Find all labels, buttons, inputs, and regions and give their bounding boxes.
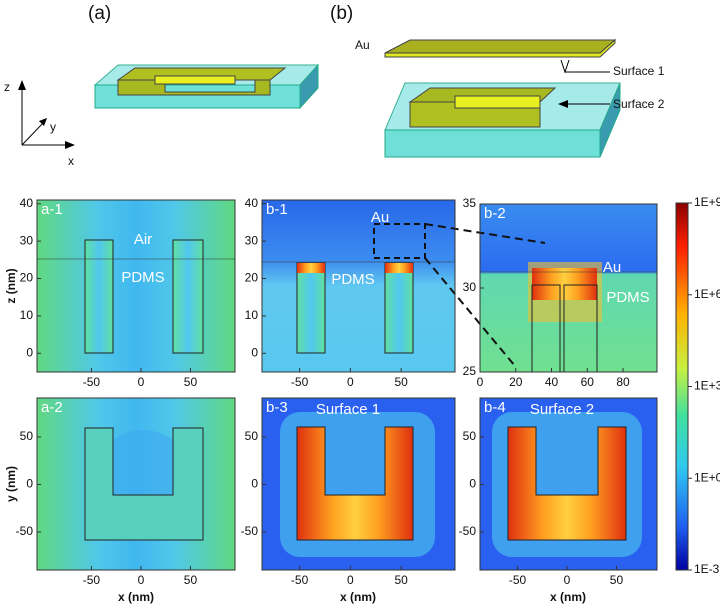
y-tick-label: 50 [463, 429, 477, 443]
x-axis-label: x (nm) [340, 590, 376, 604]
colorbar-label: 1E+9 [694, 195, 720, 209]
material-label: Au [355, 38, 370, 52]
x-tick-label: -50 [291, 375, 309, 389]
map-label: b-3 [266, 399, 288, 416]
x-tick-label: 50 [184, 573, 198, 587]
y-tick-label: 50 [20, 429, 34, 443]
x-tick-label: 0 [138, 375, 145, 389]
field-maps [37, 200, 689, 571]
y-tick-label: 50 [245, 429, 259, 443]
x-tick-label: 40 [545, 375, 559, 389]
annotation: PDMS [121, 269, 164, 286]
y-tick-label: -50 [241, 524, 259, 538]
map-frame [261, 199, 456, 373]
colorbar-label: 1E+3 [694, 379, 720, 393]
y-tick-label: 40 [20, 196, 34, 210]
surface-label: Surface 1 [613, 64, 665, 78]
x-tick-label: 0 [347, 573, 354, 587]
x-axis-label: x (nm) [118, 590, 154, 604]
x-tick-label: 50 [394, 573, 408, 587]
x-tick-label: 60 [581, 375, 595, 389]
map-label: b-2 [484, 205, 506, 222]
y-tick-label: 20 [245, 271, 259, 285]
x-tick-label: 0 [138, 573, 145, 587]
annotation: Au [603, 259, 621, 276]
y-tick-label: 25 [463, 364, 477, 378]
annotation: Au [371, 209, 389, 226]
y-tick-label: 0 [251, 345, 258, 359]
y-axis-label: y (nm) [4, 466, 18, 502]
annotation: PDMS [606, 289, 649, 306]
colorbar-label: 1E+6 [694, 287, 720, 301]
y-tick-label: -50 [16, 524, 34, 538]
y-axis-label: z (nm) [4, 268, 18, 303]
x-tick-label: -50 [83, 573, 101, 587]
x-tick-label: 20 [509, 375, 523, 389]
y-tick-label: 10 [245, 308, 259, 322]
x-tick-label: 0 [477, 375, 484, 389]
x-tick-label: 0 [347, 375, 354, 389]
surface-label: Surface 2 [613, 97, 665, 111]
annotation: Surface 2 [530, 401, 594, 418]
y-tick-label: 30 [245, 233, 259, 247]
annotation: Surface 1 [316, 401, 380, 418]
x-tick-label: 50 [610, 573, 624, 587]
colorbar-label: 1E+0 [694, 470, 720, 484]
x-tick-label: -50 [291, 573, 309, 587]
annotation: Air [134, 231, 152, 248]
y-tick-label: 10 [20, 308, 34, 322]
x-tick-label: 80 [616, 375, 630, 389]
x-tick-label: -50 [83, 375, 101, 389]
map-frame [36, 199, 236, 373]
schematic [18, 38, 621, 158]
x-tick-label: -50 [509, 573, 527, 587]
x-tick-label: 0 [564, 573, 571, 587]
x-tick-label: 50 [184, 375, 198, 389]
map-label: b-1 [266, 201, 288, 218]
axis-name: z [4, 80, 10, 94]
map-label: a-1 [41, 201, 63, 218]
y-tick-label: 30 [20, 233, 34, 247]
y-tick-label: 20 [20, 271, 34, 285]
x-axis-label: x (nm) [550, 590, 586, 604]
y-tick-label: -50 [459, 524, 477, 538]
y-tick-label: 30 [463, 280, 477, 294]
y-tick-label: 40 [245, 196, 259, 210]
x-tick-label: 50 [394, 375, 408, 389]
axis-name: y [50, 120, 56, 134]
axis-name: x [68, 154, 74, 168]
y-tick-label: 0 [469, 477, 476, 491]
y-tick-label: 0 [251, 477, 258, 491]
y-tick-label: 35 [463, 196, 477, 210]
y-tick-label: 0 [26, 477, 33, 491]
map-label: b-4 [484, 399, 506, 416]
annotation: PDMS [331, 271, 374, 288]
panel-label: (a) [88, 3, 111, 24]
map-label: a-2 [41, 399, 63, 416]
panel-label: (b) [330, 3, 353, 24]
colorbar-label: 1E-3 [694, 562, 720, 576]
y-tick-label: 0 [26, 345, 33, 359]
